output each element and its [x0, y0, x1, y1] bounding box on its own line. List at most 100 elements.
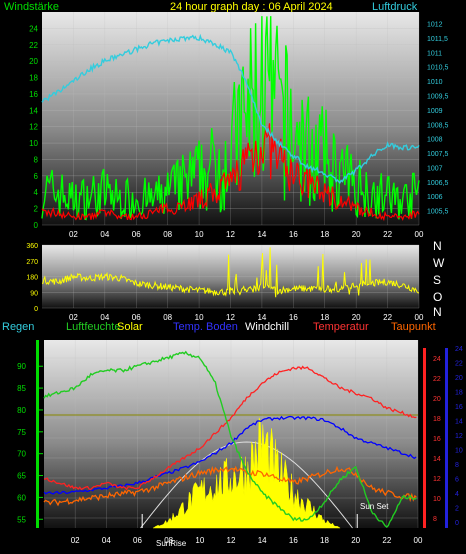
- p3-xtick: 16: [289, 536, 298, 545]
- p3-ytick-rain: 12: [455, 433, 463, 440]
- p3-ytick-temp: 12: [433, 476, 441, 483]
- p1-ytick-right: 1011,5: [427, 36, 448, 43]
- p2-xtick: 02: [69, 313, 78, 322]
- p1-xtick: 12: [226, 230, 235, 239]
- p1-ytick-left: 16: [29, 90, 38, 99]
- p2-xtick: 04: [100, 313, 109, 322]
- p3-ytick-rain: 20: [455, 375, 463, 382]
- p2-xtick: 12: [226, 313, 235, 322]
- wind-gust-line: [41, 16, 420, 221]
- p3-ytick-rain: 6: [455, 477, 459, 484]
- p3-ytick-temp: 16: [433, 436, 441, 443]
- p3-ytick-humidity: 75: [17, 428, 26, 437]
- page-title: 24 hour graph day : 06 April 2024: [170, 1, 333, 13]
- p1-ytick-right: 1011: [427, 50, 442, 57]
- p1-ytick-right: 1009,5: [427, 93, 449, 100]
- p1-ytick-left: 6: [34, 172, 39, 181]
- p1-ytick-left: 0: [34, 221, 39, 230]
- p1-ytick-left: 12: [29, 123, 38, 132]
- p3-ytick-humidity: 70: [17, 450, 26, 459]
- p2-ytick: 360: [26, 243, 38, 250]
- p3-xtick: 20: [351, 536, 360, 545]
- p1-ytick-left: 10: [29, 139, 38, 148]
- p1-ytick-left: 8: [34, 155, 39, 164]
- p1-ytick-right: 1008,5: [427, 122, 449, 129]
- windstaerke-label: Windstärke: [4, 1, 59, 13]
- p3-ytick-rain: 8: [455, 462, 459, 469]
- p3-ytick-humidity: 85: [17, 384, 26, 393]
- rain-axis-bar: [445, 348, 448, 528]
- p2-xtick: 16: [289, 313, 298, 322]
- p1-xtick: 14: [257, 230, 266, 239]
- p1-ytick-right: 1005,5: [427, 209, 449, 216]
- p3-xtick: 22: [382, 536, 391, 545]
- p3-ytick-humidity: 65: [17, 472, 26, 481]
- legend-regen: Regen: [2, 321, 34, 333]
- p1-ytick-right: 1007: [427, 165, 443, 172]
- p1-xtick: 18: [320, 230, 329, 239]
- legend-taupunkt: Taupunkt: [391, 321, 436, 333]
- p1-ytick-right: 1009: [427, 108, 443, 115]
- p3-ytick-rain: 18: [455, 390, 463, 397]
- p3-xtick: 14: [258, 536, 267, 545]
- compass-n-top: N: [433, 239, 442, 253]
- p3-xtick: 08: [164, 536, 173, 545]
- pressure-line: [41, 33, 420, 184]
- p2-xtick: 20: [352, 313, 361, 322]
- p1-ytick-left: 2: [34, 205, 39, 214]
- luftdruck-label: Luftdruck: [372, 1, 418, 13]
- p3-ytick-rain: 24: [455, 346, 463, 353]
- wind-direction-line: [41, 247, 419, 298]
- p2-ytick: 180: [26, 275, 38, 282]
- p3-ytick-rain: 10: [455, 448, 463, 455]
- p3-xtick: 00: [414, 536, 423, 545]
- p3-ytick-humidity: 55: [17, 515, 26, 524]
- sunset-label: Sun Set: [360, 502, 389, 511]
- p1-ytick-left: 4: [34, 188, 39, 197]
- temp-axis-bar: [423, 348, 426, 528]
- legend-temp-boden: Temp. Boden: [173, 321, 238, 333]
- legend-luftfeuchte: Luftfeuchte: [66, 321, 120, 333]
- p1-ytick-right: 1010: [427, 79, 443, 86]
- p3-xtick: 18: [320, 536, 329, 545]
- p2-xtick: 00: [415, 313, 424, 322]
- humidity-axis-bar: [36, 340, 39, 528]
- soil-temperature-line: [43, 415, 417, 495]
- p3-ytick-temp: 14: [433, 456, 441, 463]
- p2-xtick: 10: [195, 313, 204, 322]
- p1-ytick-right: 1010,5: [427, 65, 449, 72]
- p1-ytick-left: 20: [29, 57, 38, 66]
- p2-ytick: 90: [30, 290, 38, 297]
- dewpoint-line: [43, 465, 417, 507]
- temperature-line: [43, 365, 417, 491]
- p1-ytick-left: 22: [29, 41, 38, 50]
- p2-ytick: 0: [34, 306, 38, 313]
- p1-xtick: 04: [100, 230, 109, 239]
- p2-xtick: 08: [163, 313, 172, 322]
- p1-xtick: 06: [132, 230, 141, 239]
- p3-ytick-temp: 22: [433, 376, 441, 383]
- p3-ytick-temp: 8: [433, 516, 437, 523]
- sunrise-label: SunRise: [156, 539, 187, 548]
- p1-ytick-right: 1006,5: [427, 180, 449, 187]
- p3-xtick: 12: [227, 536, 236, 545]
- p3-ytick-temp: 18: [433, 416, 441, 423]
- p1-xtick: 08: [163, 230, 172, 239]
- p3-ytick-temp: 24: [433, 356, 441, 363]
- solar-area: [152, 417, 341, 529]
- p1-xtick: 00: [415, 230, 424, 239]
- p1-ytick-right: 1006: [427, 194, 443, 201]
- p2-xtick: 06: [132, 313, 141, 322]
- humidity-line: [43, 350, 417, 529]
- p3-ytick-temp: 20: [433, 396, 441, 403]
- p3-ytick-temp: 10: [433, 496, 441, 503]
- legend-solar: Solar: [117, 321, 143, 333]
- p1-ytick-right: 1008: [427, 137, 443, 144]
- p3-ytick-humidity: 80: [17, 406, 26, 415]
- p3-xtick: 04: [102, 536, 111, 545]
- p3-ytick-rain: 2: [455, 506, 459, 513]
- wind-avg-line: [41, 123, 420, 222]
- p3-ytick-rain: 0: [455, 520, 459, 527]
- p2-xtick: 14: [257, 313, 266, 322]
